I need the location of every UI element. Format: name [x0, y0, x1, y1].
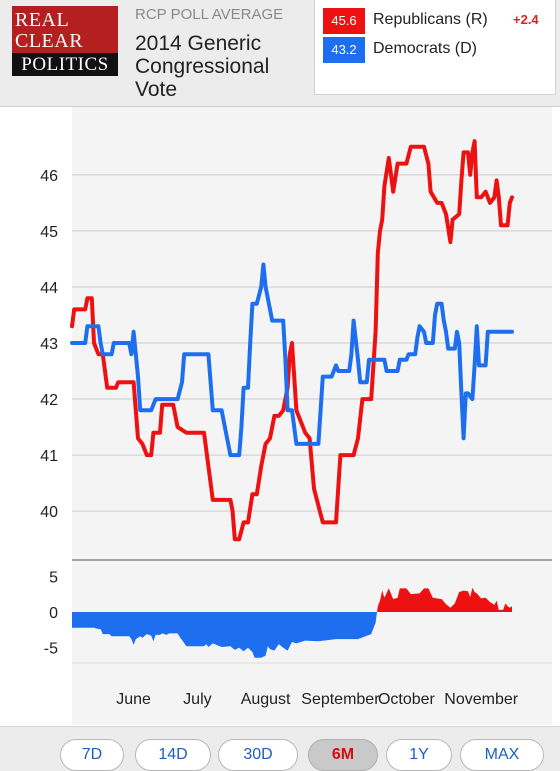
x-month-label: October: [378, 691, 436, 708]
legend: 45.6 Republicans (R) +2.4 43.2 Democrats…: [314, 0, 556, 95]
range-button-6m[interactable]: 6M: [308, 739, 378, 771]
chart-title: 2014 Generic Congressional Vote: [135, 32, 270, 101]
poll-chart[interactable]: 40 41 42 43 44 45 46 5 0 -5 June July August Septembe…: [0, 106, 560, 726]
legend-value-democrats: 43.2: [323, 37, 365, 63]
y-tick-label: 42: [40, 392, 58, 409]
y-tick-label: 46: [40, 168, 58, 185]
x-month-label: November: [444, 691, 518, 708]
y-tick-label: 43: [40, 336, 58, 353]
legend-name-republicans: Republicans (R): [373, 11, 488, 28]
x-month-label: August: [241, 691, 291, 708]
legend-value-republicans: 45.6: [323, 8, 365, 34]
range-button-1y[interactable]: 1Y: [386, 739, 452, 771]
x-month-label: September: [301, 691, 380, 708]
range-button-7d[interactable]: 7D: [60, 739, 124, 771]
x-month-label: June: [116, 691, 151, 708]
logo-line-2: CLEAR: [15, 30, 84, 52]
rcp-logo[interactable]: REAL CLEAR POLITICS: [12, 6, 118, 76]
range-button-30d[interactable]: 30D: [218, 739, 298, 771]
y-tick-label: 45: [40, 224, 58, 241]
range-button-max[interactable]: MAX: [460, 739, 544, 771]
legend-name-democrats: Democrats (D): [373, 40, 478, 57]
spread-tick-label: 0: [49, 605, 58, 622]
range-selector: 7D 14D 30D 6M 1Y MAX: [0, 726, 560, 771]
y-tick-label: 44: [40, 280, 58, 297]
spread-tick-label: -5: [44, 641, 58, 658]
spread-area-republican-lead: [377, 587, 512, 612]
spread-tick-label: 5: [49, 569, 58, 586]
logo-line-1: REAL: [15, 9, 70, 31]
range-button-14d[interactable]: 14D: [135, 739, 211, 771]
x-month-label: July: [183, 691, 211, 708]
poll-average-label: RCP POLL AVERAGE: [135, 6, 284, 23]
chart-header: REAL CLEAR POLITICS RCP POLL AVERAGE 201…: [0, 0, 560, 106]
y-tick-label: 41: [40, 448, 58, 465]
spread-area-democrat-lead: [72, 612, 377, 658]
y-tick-label: 40: [40, 504, 58, 521]
legend-spread-republicans: +2.4: [513, 12, 539, 27]
logo-line-3: POLITICS: [12, 53, 118, 76]
series-line-republicans: [70, 139, 514, 542]
series-line-democrats: [70, 262, 514, 458]
